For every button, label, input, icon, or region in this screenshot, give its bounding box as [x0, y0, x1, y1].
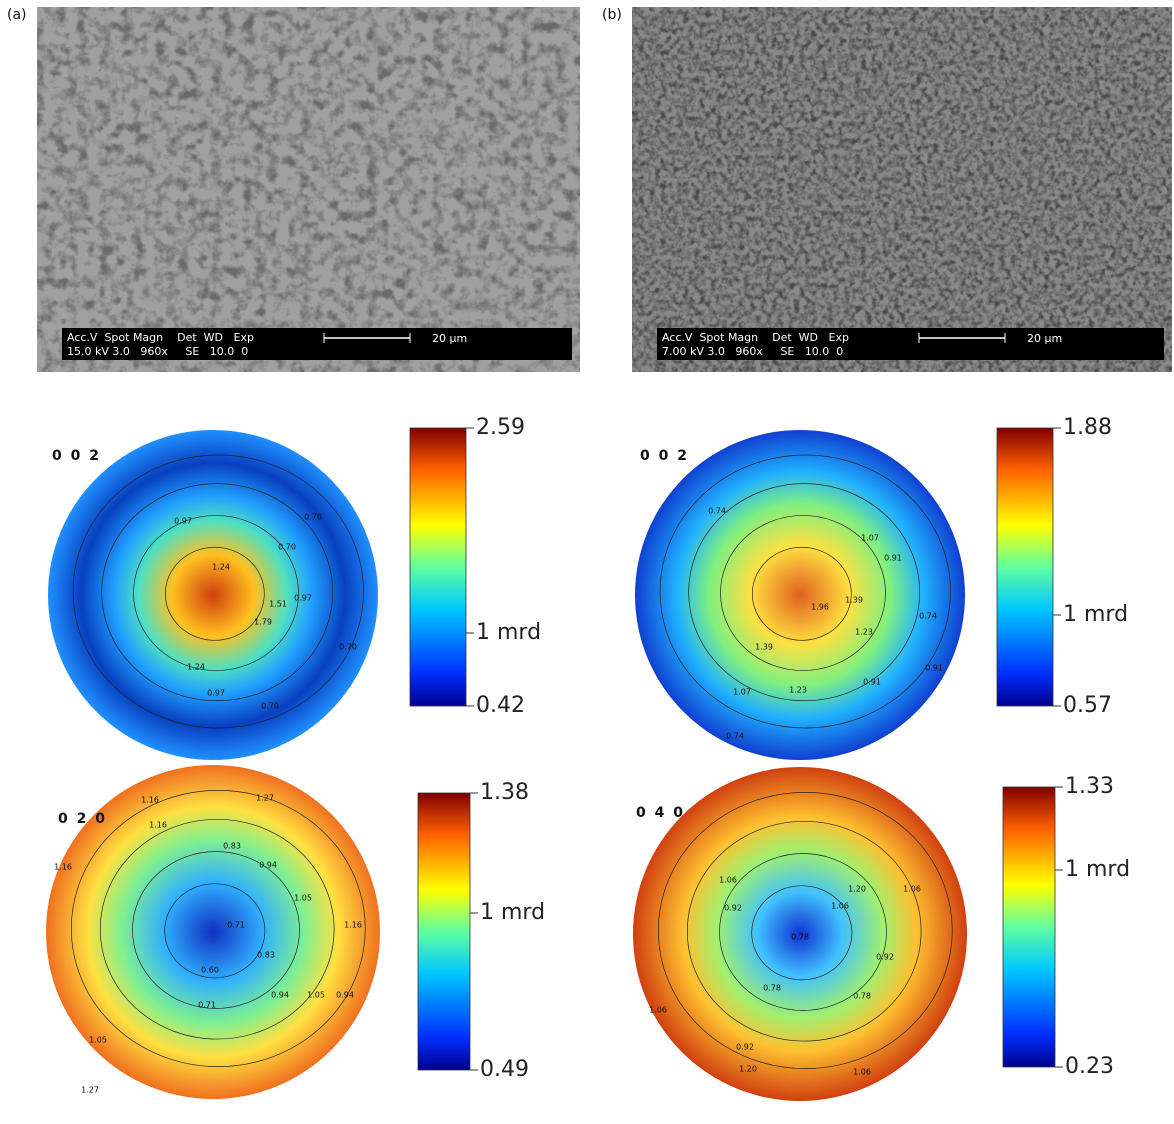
colorbar-label: 1 mrd [480, 900, 545, 925]
sem-texture [632, 7, 1172, 372]
colorbar [997, 428, 1053, 706]
colorbar-label: 0.23 [1065, 1054, 1114, 1079]
colorbar [1003, 787, 1055, 1067]
contour-label: 1.16 [149, 821, 167, 830]
contour-label: 1.07 [733, 688, 751, 697]
reflection-label: 0 4 0 [636, 805, 685, 821]
contour-label: 1.05 [307, 991, 325, 1000]
contour-label: 1.24 [187, 663, 205, 672]
contour-label: 1.07 [861, 534, 879, 543]
contour-label: 0.92 [736, 1043, 754, 1052]
contour-label: 1.20 [848, 885, 866, 894]
colorbar-label: 2.59 [476, 415, 525, 440]
figure: (a)Acc.V Spot Magn Det WD Exp15.0 kV 3.0… [0, 0, 1174, 1124]
contour-label: 1.27 [256, 794, 274, 803]
contour-label: 1.06 [719, 876, 737, 885]
colorbar-label: 1.33 [1065, 774, 1114, 799]
contour-label: 1.06 [831, 902, 849, 911]
contour-label: 1.51 [269, 600, 287, 609]
contour-label: 0.71 [198, 1001, 216, 1010]
reflection-label: 0 2 0 [58, 811, 107, 827]
contour-label: 1.27 [81, 1086, 99, 1095]
contour-label: 0.91 [884, 554, 902, 563]
contour-label: 1.06 [903, 885, 921, 894]
colorbar-label: 1.38 [480, 780, 529, 805]
colorbar-label: 0.57 [1063, 693, 1112, 718]
pole-figure [635, 430, 965, 760]
contour-label: 1.23 [789, 686, 807, 695]
contour-label: 1.16 [54, 863, 72, 872]
contour-label: 0.70 [339, 643, 357, 652]
contour-label: 1.05 [294, 894, 312, 903]
sem-values: 7.00 kV 3.0 960x SE 10.0 0 [662, 345, 843, 358]
contour-label: 1.79 [254, 618, 272, 627]
contour-label: 1.39 [845, 596, 863, 605]
contour-label: 0.97 [174, 517, 192, 526]
colorbar-label: 0.49 [480, 1057, 529, 1082]
contour-label: 1.20 [739, 1065, 757, 1074]
scale-label: 20 µm [432, 332, 467, 345]
contour-label: 0.78 [853, 992, 871, 1001]
colorbar-label: 0.42 [476, 693, 525, 718]
contour-label: 0.74 [708, 507, 726, 516]
sem-header: Acc.V Spot Magn Det WD Exp [67, 331, 254, 344]
contour-label: 0.70 [261, 702, 279, 711]
panel-label: (b) [602, 7, 622, 23]
colorbar-label: 1 mrd [1065, 857, 1130, 882]
contour-label: 1.06 [649, 1006, 667, 1015]
colorbar-label: 1 mrd [476, 620, 541, 645]
sem-header: Acc.V Spot Magn Det WD Exp [662, 331, 849, 344]
contour-label: 0.70 [304, 513, 322, 522]
contour-label: 1.16 [344, 921, 362, 930]
reflection-label: 0 0 2 [52, 448, 101, 464]
contour-label: 0.60 [201, 966, 219, 975]
pole-figure [48, 430, 378, 760]
contour-label: 0.78 [763, 984, 781, 993]
colorbar [410, 428, 466, 706]
contour-label: 0.74 [726, 732, 744, 741]
contour-label: 0.83 [257, 951, 275, 960]
colorbar-label: 1 mrd [1063, 602, 1128, 627]
sem-values: 15.0 kV 3.0 960x SE 10.0 0 [67, 345, 248, 358]
contour-label: 1.39 [755, 643, 773, 652]
colorbar [418, 793, 470, 1070]
contour-label: 0.94 [259, 861, 277, 870]
contour-label: 1.16 [141, 796, 159, 805]
contour-label: 1.23 [855, 628, 873, 637]
contour-label: 0.91 [863, 678, 881, 687]
contour-label: 1.96 [811, 603, 829, 612]
contour-label: 1.05 [89, 1036, 107, 1045]
contour-label: 0.92 [724, 904, 742, 913]
page: (a)Acc.V Spot Magn Det WD Exp15.0 kV 3.0… [0, 0, 1174, 1124]
contour-label: 1.24 [212, 563, 230, 572]
colorbar-label: 1.88 [1063, 415, 1112, 440]
contour-label: 0.70 [278, 543, 296, 552]
contour-label: 0.78 [791, 933, 809, 942]
contour-label: 0.97 [207, 689, 225, 698]
contour-label: 0.94 [336, 991, 354, 1000]
scale-label: 20 µm [1027, 332, 1062, 345]
contour-label: 0.74 [919, 612, 937, 621]
contour-label: 1.06 [853, 1068, 871, 1077]
contour-label: 0.92 [876, 953, 894, 962]
contour-label: 0.91 [925, 664, 943, 673]
panel-label: (a) [7, 7, 27, 23]
contour-label: 0.94 [271, 991, 289, 1000]
contour-label: 0.71 [227, 921, 245, 930]
contour-label: 0.83 [223, 842, 241, 851]
reflection-label: 0 0 2 [640, 448, 689, 464]
sem-texture [37, 7, 580, 372]
contour-label: 0.97 [294, 594, 312, 603]
